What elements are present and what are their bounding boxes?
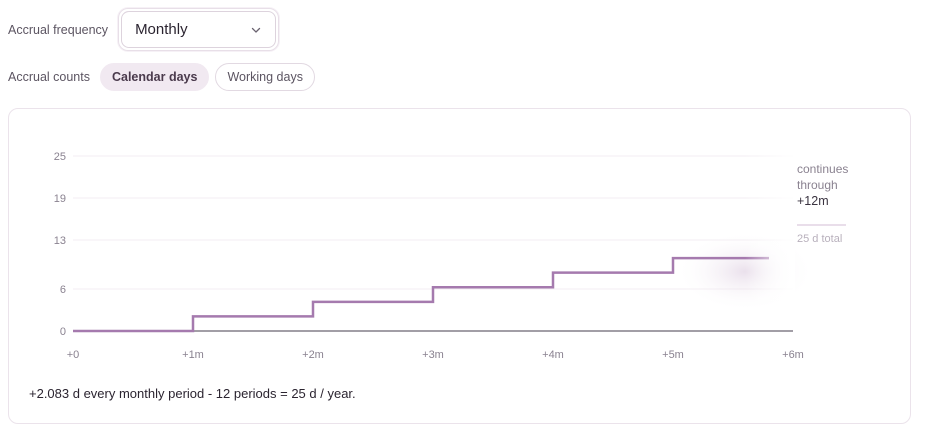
- continuation-fade: [745, 152, 795, 323]
- y-tick-label: 0: [60, 326, 66, 338]
- accrual-summary: +2.083 d every monthly period - 12 perio…: [29, 386, 356, 401]
- x-tick-label: +2m: [302, 349, 324, 361]
- accrual-frequency-row: Accrual frequency Monthly: [8, 7, 280, 52]
- y-tick-label: 6: [60, 284, 66, 296]
- frequency-select-focus-ring: Monthly: [118, 8, 280, 51]
- continues-label: continues: [797, 162, 848, 176]
- y-tick-label: 19: [54, 193, 66, 205]
- x-tick-label: +4m: [542, 349, 564, 361]
- accrual-counts-label: Accrual counts: [8, 70, 90, 84]
- x-tick-label: +6m: [782, 349, 804, 361]
- y-tick-label: 13: [54, 235, 66, 247]
- accrual-frequency-label: Accrual frequency: [8, 22, 109, 37]
- x-tick-label: +1m: [182, 349, 204, 361]
- frequency-select-value: Monthly: [135, 21, 188, 38]
- x-tick-label: +5m: [662, 349, 684, 361]
- calendar-days-toggle[interactable]: Calendar days: [99, 63, 210, 91]
- accrual-counts-row: Accrual counts Calendar days Working day…: [8, 62, 321, 92]
- frequency-select[interactable]: Monthly: [121, 11, 277, 48]
- total-label: 25 d total: [797, 233, 842, 245]
- continuation-end-label: +12m: [797, 194, 829, 208]
- y-tick-label: 25: [54, 151, 66, 163]
- x-tick-label: +0: [67, 349, 80, 361]
- accrual-step-line: [73, 256, 769, 333]
- chevron-down-icon: [251, 27, 261, 33]
- through-label: through: [797, 178, 838, 192]
- x-tick-label: +3m: [422, 349, 444, 361]
- working-days-toggle[interactable]: Working days: [215, 63, 315, 91]
